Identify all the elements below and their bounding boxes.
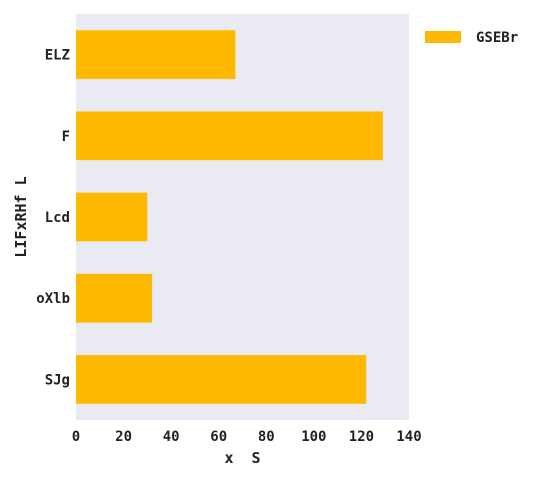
x-tick-label: 40 <box>163 429 180 445</box>
bar-Lcd <box>76 192 148 242</box>
bar-oXlb <box>76 273 153 323</box>
legend-label: GSEBr <box>476 30 518 46</box>
legend: GSEBr <box>425 30 518 46</box>
bar-F <box>76 111 383 161</box>
legend-swatch <box>425 31 461 43</box>
x-tick-label: 100 <box>301 429 326 445</box>
x-tick-label: 60 <box>210 429 227 445</box>
x-tick-label: 120 <box>349 429 374 445</box>
bars-layer <box>76 30 383 404</box>
x-tick-label: 80 <box>258 429 275 445</box>
y-tick-label: SJg <box>45 372 70 388</box>
y-tick-label: oXlb <box>36 291 70 307</box>
y-tick-label: ELZ <box>45 48 70 64</box>
y-axis-label: LIFxRHf L <box>12 176 30 257</box>
x-tick-label: 0 <box>72 429 80 445</box>
x-tick-label: 140 <box>396 429 421 445</box>
bar-SJg <box>76 355 367 404</box>
bar-ELZ <box>76 30 236 79</box>
y-tick-labels: ELZ F Lcd oXlb SJg <box>36 48 70 389</box>
x-tick-labels: 0 20 40 60 80 100 120 140 <box>72 429 422 445</box>
x-axis-label: x S <box>224 449 260 467</box>
y-tick-label: F <box>62 129 70 145</box>
x-tick-label: 20 <box>115 429 132 445</box>
y-tick-label: Lcd <box>45 210 70 226</box>
